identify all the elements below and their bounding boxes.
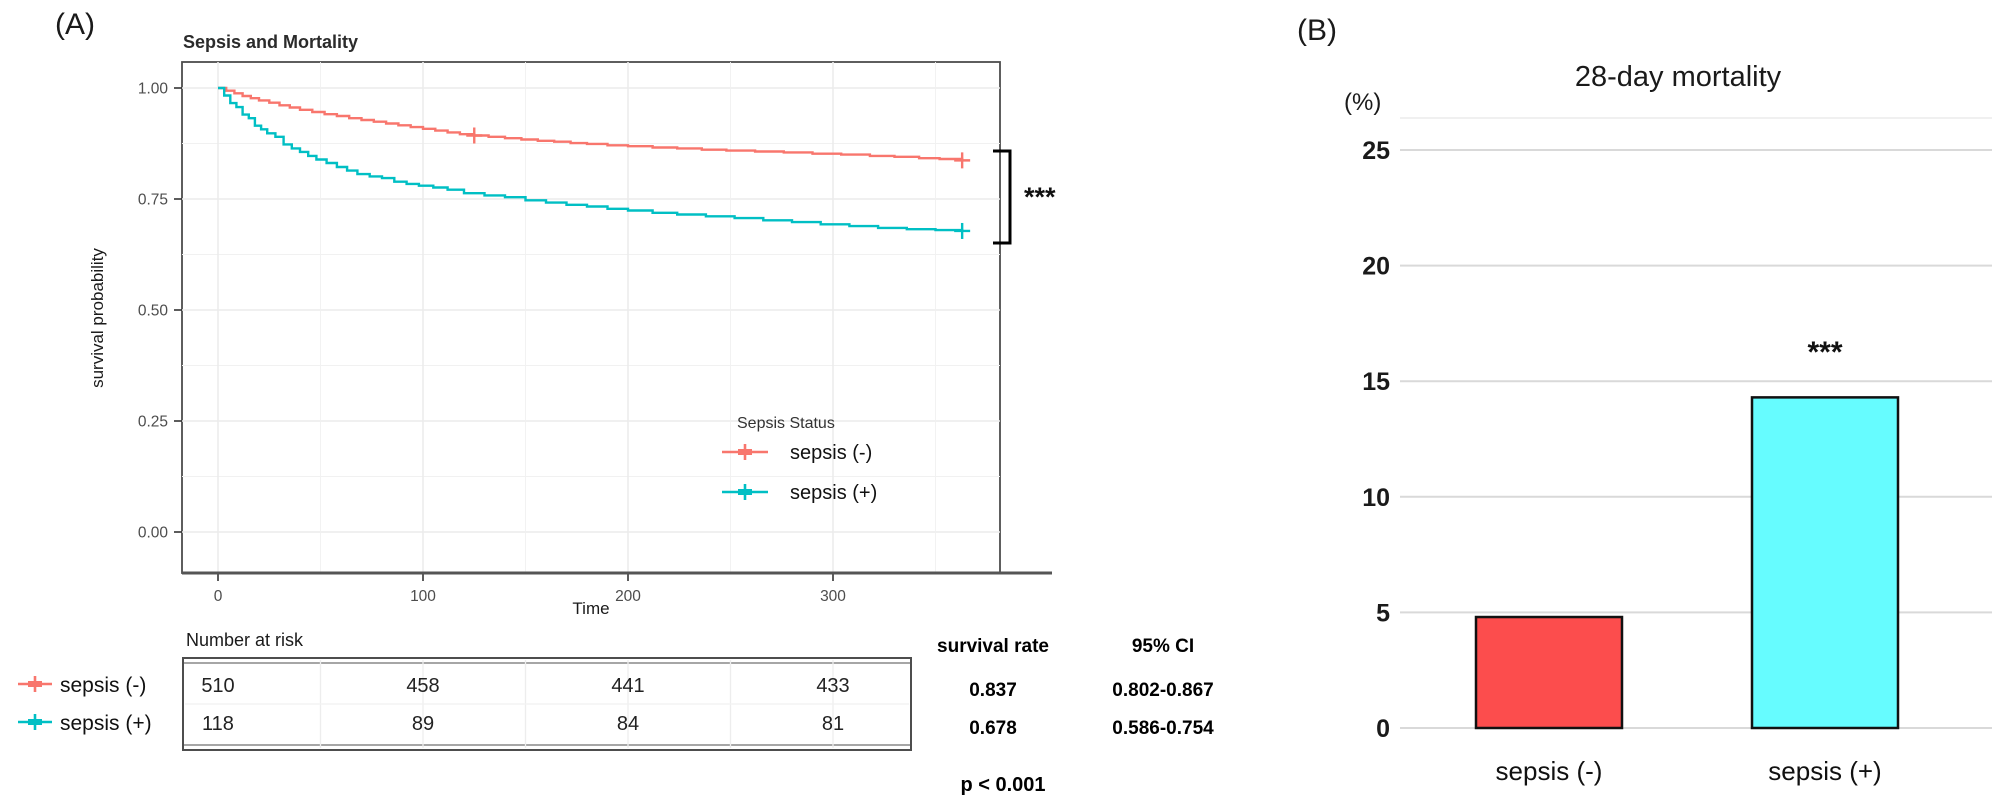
km-legend-items: sepsis (-) sepsis (+) [722,442,877,504]
km-axis-ticks: 1.00 0.75 0.50 0.25 0.00 0 100 200 300 [138,81,846,606]
km-x-tick-label: 0 [214,588,223,605]
risk-table-title: Number at risk [186,630,304,650]
bar-y-tick-label: 15 [1362,368,1390,396]
survival-rate-value: 0.837 [969,680,1017,701]
km-y-tick-label: 0.25 [138,414,168,431]
survival-rate-values: 0.837 0.802-0.867 0.678 0.586-0.754 [969,680,1214,739]
bar-category-label: sepsis (-) [1496,756,1603,786]
bar-y-tick-label: 10 [1362,484,1390,512]
km-legend-title: Sepsis Status [737,415,835,432]
km-y-tick-label: 0.00 [138,525,169,542]
km-legend-item-label: sepsis (-) [790,442,872,464]
km-curves [218,86,971,239]
km-x-tick-label: 100 [410,588,436,605]
risk-count: 118 [202,713,234,735]
km-curve-sepsis [218,86,964,232]
risk-table-gridlines [185,660,909,748]
bar-y-tick-label: 20 [1362,253,1390,281]
km-y-tick-label: 0.75 [138,192,168,209]
panel-a-title: Sepsis and Mortality [183,32,358,52]
risk-count: 433 [816,675,849,697]
risk-count: 510 [201,675,234,697]
km-x-axis-title: Time [572,599,609,618]
km-x-tick-label: 300 [820,588,846,605]
km-significance-stars: *** [1024,182,1056,212]
panel-a-label: (A) [55,8,95,41]
ci-value: 0.586-0.754 [1112,718,1214,739]
km-plot-panel [181,61,1001,574]
risk-row-label: sepsis (-) [60,674,146,697]
panel-b-label: (B) [1297,14,1337,47]
km-y-tick-label: 1.00 [138,81,169,98]
bar-category-label: sepsis (+) [1768,756,1881,786]
risk-count: 84 [617,713,639,735]
significance-bracket [993,149,1012,245]
bar-chart-bars [1474,396,1900,730]
risk-count: 441 [611,675,644,697]
survival-rate-header: survival rate [937,636,1049,657]
bar-sepsis [1750,396,1900,730]
bar-sepsis [1474,615,1624,730]
bar-chart-labels: sepsis (-) sepsis (+) [1496,756,1882,786]
ci-value: 0.802-0.867 [1112,680,1213,701]
km-x-tick-label: 200 [615,588,641,605]
risk-row-label: sepsis (+) [60,712,152,735]
risk-count: 89 [412,713,434,735]
ci-header: 95% CI [1132,636,1194,657]
survival-rate-value: 0.678 [969,718,1017,739]
risk-count: 458 [406,675,439,697]
km-y-axis-title: survival probability [88,248,107,388]
km-gridlines [182,62,1000,573]
bar-y-tick-label: 5 [1376,599,1390,627]
bar-y-tick-label: 25 [1362,137,1390,165]
p-value: p < 0.001 [960,774,1045,796]
km-y-tick-label: 0.50 [138,303,169,320]
bar-chart-title: 28-day mortality [1575,61,1782,93]
km-legend-item-label: sepsis (+) [790,482,877,504]
bar-significance-stars: *** [1807,336,1842,369]
bar-y-tick-label: 0 [1376,715,1390,743]
bar-chart-unit-label: (%) [1344,89,1381,116]
risk-table-rows: sepsis (-) 510 458 441 433 sepsis (+) 118 89 84 8… [18,674,850,735]
risk-count: 81 [822,713,844,735]
